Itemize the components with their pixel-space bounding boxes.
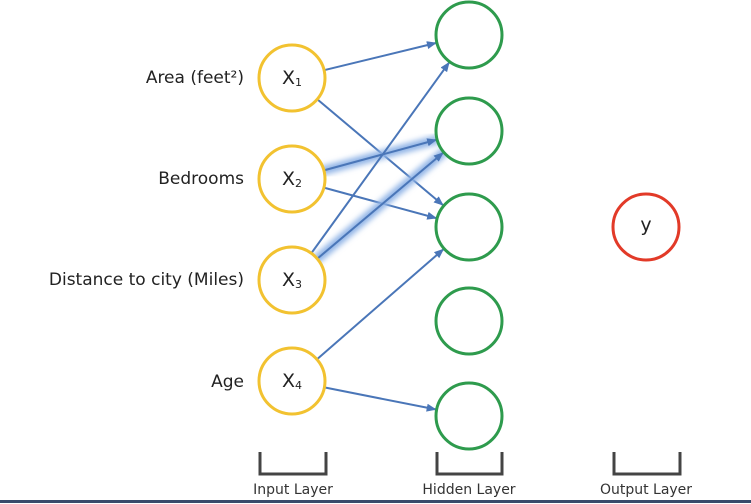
input-node-label-4: X4 xyxy=(281,370,303,392)
input-node-label-3: X3 xyxy=(281,269,303,291)
output-node-label: y xyxy=(640,214,652,236)
connection-x3-h2 xyxy=(316,152,444,260)
input-node-label-2: X2 xyxy=(281,168,303,190)
input-node-3 xyxy=(257,245,327,315)
hidden-node-1 xyxy=(434,0,504,70)
hidden-node-2 xyxy=(434,96,504,166)
connection-x4-h5 xyxy=(324,386,437,412)
output-layer-label: Output Layer xyxy=(599,482,693,498)
feature-label-distance: Distance to city (Miles) xyxy=(48,270,244,290)
connection-x4-h3 xyxy=(316,248,445,361)
feature-label-area: Area (feet²) xyxy=(145,68,244,88)
feature-label-age: Age xyxy=(211,372,244,392)
connection-x1-h1 xyxy=(323,41,437,72)
input-layer-label: Input Layer xyxy=(253,482,333,498)
connection-x2-h2 xyxy=(323,138,438,172)
hidden-layer-label: Hidden Layer xyxy=(422,482,516,498)
connection-x3-h1 xyxy=(310,61,450,254)
hidden-node-3 xyxy=(434,192,504,262)
input-layer-bracket xyxy=(258,452,328,476)
hidden-node-4 xyxy=(434,286,504,356)
hidden-node-5 xyxy=(434,381,504,451)
input-node-2 xyxy=(257,144,327,214)
feature-label-bedrooms: Bedrooms xyxy=(158,169,244,189)
bottom-rule xyxy=(0,500,751,503)
input-node-label-1: X1 xyxy=(281,67,303,89)
hidden-layer-bracket xyxy=(435,452,504,476)
input-node-4 xyxy=(257,346,327,416)
output-layer-bracket xyxy=(612,452,682,476)
input-node-1 xyxy=(257,43,327,113)
output-node xyxy=(611,192,681,262)
